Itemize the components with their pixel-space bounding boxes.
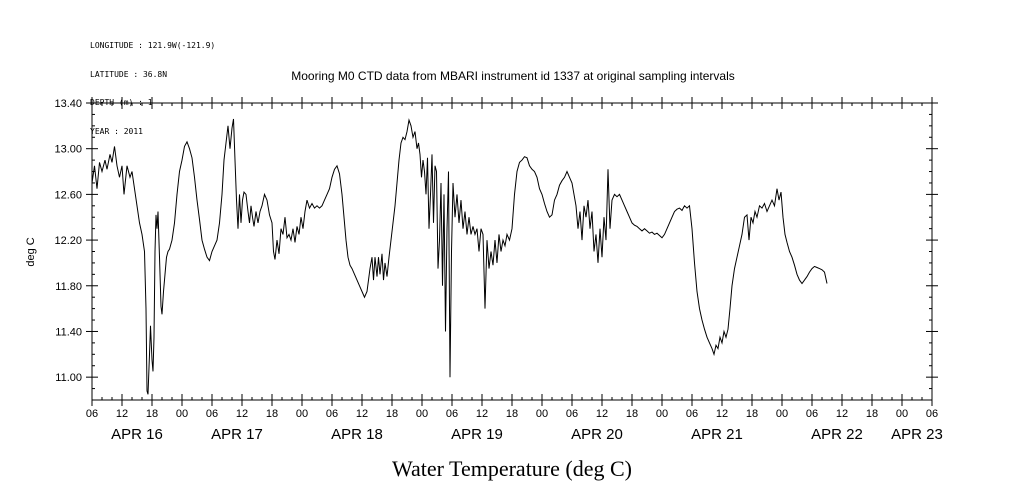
x-hour-label: 12 xyxy=(716,408,728,420)
x-hour-label: 12 xyxy=(236,408,248,420)
x-hour-label: 06 xyxy=(326,408,338,420)
x-hour-label: 06 xyxy=(566,408,578,420)
y-tick-label: 11.00 xyxy=(55,372,82,384)
y-axis-ticks: 11.00 11.40 11.80 12.20 12.60 13.00 13.40 xyxy=(54,98,938,390)
x-date-label: APR 22 xyxy=(811,426,863,443)
y-tick-label: 11.40 xyxy=(55,326,82,338)
x-date-label: APR 20 xyxy=(571,426,623,443)
x-date-label: APR 23 xyxy=(891,426,943,443)
x-hour-label: 12 xyxy=(836,408,848,420)
x-hour-label: 06 xyxy=(686,408,698,420)
x-hour-label: 00 xyxy=(776,408,788,420)
y-tick-label: 11.80 xyxy=(55,281,82,293)
x-hour-label: 00 xyxy=(296,408,308,420)
x-hour-label: 18 xyxy=(626,408,638,420)
x-hour-label: 12 xyxy=(116,408,128,420)
x-hour-label: 00 xyxy=(176,408,188,420)
x-hour-label: 00 xyxy=(896,408,908,420)
x-hour-label: 18 xyxy=(386,408,398,420)
x-hour-label: 06 xyxy=(926,408,938,420)
x-date-label: APR 19 xyxy=(451,426,503,443)
metadata-longitude: LONGITUDE : 121.9W(-121.9) xyxy=(90,41,216,50)
x-hour-label: 00 xyxy=(416,408,428,420)
y-tick-label: 13.40 xyxy=(54,98,82,110)
x-date-label: APR 17 xyxy=(211,426,263,443)
x-date-label: APR 16 xyxy=(111,426,163,443)
x-hour-label: 18 xyxy=(266,408,278,420)
chart-title: Mooring M0 CTD data from MBARI instrumen… xyxy=(291,69,735,83)
x-hour-label: 18 xyxy=(866,408,878,420)
metadata-latitude: LATITUDE : 36.8N xyxy=(90,69,168,79)
plot-frame xyxy=(91,102,933,401)
y-tick-label: 12.20 xyxy=(54,235,82,247)
y-tick-label: 12.60 xyxy=(54,189,82,201)
x-hour-label: 18 xyxy=(146,408,158,420)
x-hour-label: 12 xyxy=(356,408,368,420)
x-date-label: APR 21 xyxy=(691,426,743,443)
x-hour-label: 06 xyxy=(86,408,98,420)
x-hour-label: 06 xyxy=(806,408,818,420)
y-tick-label: 13.00 xyxy=(54,144,82,156)
x-hour-label: 12 xyxy=(596,408,608,420)
x-hour-label: 00 xyxy=(536,408,548,420)
metadata-year: YEAR : 2011 xyxy=(90,126,143,136)
y-axis-label: deg C xyxy=(25,237,37,266)
x-axis-label: Water Temperature (deg C) xyxy=(392,456,632,481)
x-hour-label: 06 xyxy=(446,408,458,420)
x-date-label: APR 18 xyxy=(331,426,383,443)
x-hour-label: 18 xyxy=(746,408,758,420)
x-hour-label: 12 xyxy=(476,408,488,420)
x-hour-label: 06 xyxy=(206,408,218,420)
x-axis-ticks: 06 12 18 00 06 12 18 00 06 12 18 00 06 12 18 00 06 12 18 00… xyxy=(86,97,943,443)
x-hour-label: 00 xyxy=(656,408,668,420)
temperature-series-line xyxy=(91,118,828,395)
series-layer xyxy=(91,118,828,395)
x-hour-label: 18 xyxy=(506,408,518,420)
